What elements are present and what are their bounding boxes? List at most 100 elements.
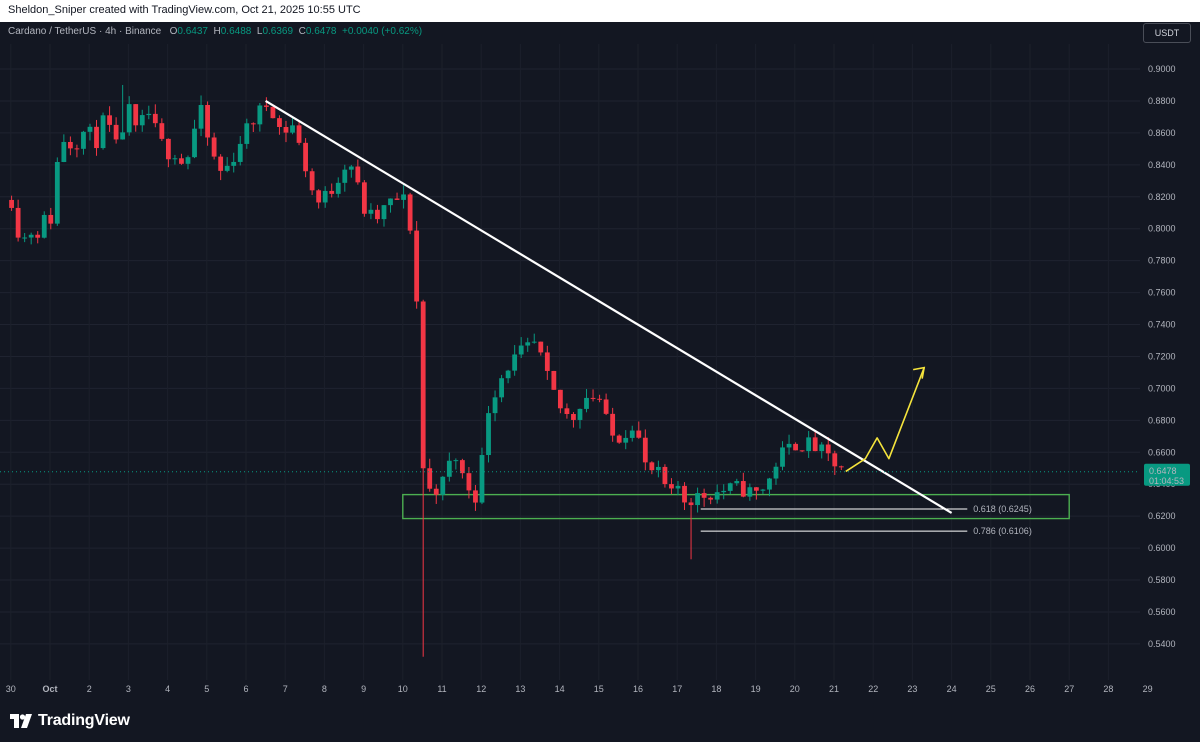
brand-name: TradingView [38,712,130,729]
price-tick-label: 0.7600 [1148,288,1176,298]
candle-body [708,497,714,500]
descending-trendline [265,99,953,514]
candle-body [394,198,400,200]
candle-body [786,443,792,448]
time-tick-label: 2 [87,684,92,694]
time-tick-label: 6 [243,684,248,694]
time-tick-label: 9 [361,684,366,694]
candle-body [616,435,622,443]
candle-body [94,126,99,149]
fib-level-label: 0.786 (0.6106) [973,526,1032,536]
candle-body [231,161,237,166]
candle-body [368,209,374,214]
candle-body [9,199,14,208]
chart-grid [0,44,1149,680]
candle-body [564,408,570,414]
time-tick-label: 29 [1143,684,1153,694]
candle-body [682,485,687,503]
time-tick-label: 18 [711,684,721,694]
candle-body [67,141,73,149]
time-axis: 30 Oct 2 3 4 5 6 7 8 9 10 11 12 13 14 15 16 17 18 19 20 21 22 2… [6,684,1153,694]
candle-body [825,444,831,454]
candle-body [250,123,256,125]
time-tick-label: 30 [6,684,16,694]
tradingview-logo-icon [10,714,32,728]
candle-body [277,118,282,127]
symbol-name[interactable]: Cardano / TetherUS · 4h · Binance [8,26,162,37]
candle-body [120,132,126,140]
candle-body [48,214,54,224]
candle-body [296,125,302,143]
candle-body [669,484,674,489]
price-axis: 0.5400 0.5600 0.5800 0.6000 0.6200 0.6400 0.66… [1140,44,1200,680]
time-tick-label: 26 [1025,684,1035,694]
time-tick-label: 19 [751,684,761,694]
candle-body [420,301,426,469]
candle-body [623,437,629,443]
candle-body [355,166,361,183]
candle-body [322,190,328,203]
candle-body [401,194,406,200]
annotation-layer: 0.618 (0.6245) 0.786 (0.6106) [0,99,1140,536]
candle-body [335,182,341,194]
candle-body [15,207,21,238]
currency-button[interactable]: USDT [1143,23,1191,43]
candle-body [342,169,348,183]
candle-body [675,485,681,489]
candle-body [375,209,380,220]
price-tick-label: 0.6400 [1148,479,1176,489]
candle-body [753,487,759,491]
candle-body [812,437,818,452]
candle-body [577,408,583,420]
candle-body [329,190,335,194]
candle-body [133,104,139,126]
projection-arrowhead [913,366,926,379]
candle-body [61,141,67,163]
open-value: 0.6437 [177,26,208,37]
candle-body [113,124,119,140]
price-tick-label: 0.7400 [1148,320,1176,330]
candle-body [316,190,322,203]
candle-body [518,345,524,355]
price-tick-label: 0.8000 [1148,224,1176,234]
tradingview-brand[interactable]: TradingView [10,712,130,730]
candle-body [159,123,165,139]
candles-layer [9,84,844,657]
time-tick-label: 14 [555,684,565,694]
low-key: L [256,26,263,37]
symbol-legend: Cardano / TetherUS · 4h · Binance O0.643… [8,26,422,37]
price-tick-label: 0.8200 [1148,192,1176,202]
candle-body [590,397,596,399]
price-axis-bg [1140,44,1200,680]
time-tick-label: 4 [165,684,170,694]
candle-body [361,182,367,214]
footer-bar [0,700,1200,742]
candle-body [348,166,354,170]
candle-body [433,488,439,495]
candle-body [257,105,263,125]
price-tick-label: 0.5400 [1148,639,1176,649]
candle-body [224,165,230,171]
candle-body [218,156,224,171]
time-tick-label: 5 [204,684,209,694]
candle-body [283,126,289,133]
candle-body [486,413,491,456]
candle-body [459,460,465,474]
candle-body [139,115,145,126]
candle-body [74,148,80,150]
price-tick-label: 0.8400 [1148,160,1176,170]
last-price-label: 0.6478 [1149,466,1177,476]
candle-body [309,171,315,191]
support-zone-box [402,493,1070,520]
candle-body [244,123,250,144]
candle-body [381,205,387,220]
projection-arrow [845,367,925,473]
candle-body [407,194,413,231]
candle-body [734,481,740,484]
high-key: H [213,26,221,37]
candle-body [440,476,446,495]
candle-body [165,138,171,160]
candle-body [597,398,602,400]
candle-body [544,352,550,371]
